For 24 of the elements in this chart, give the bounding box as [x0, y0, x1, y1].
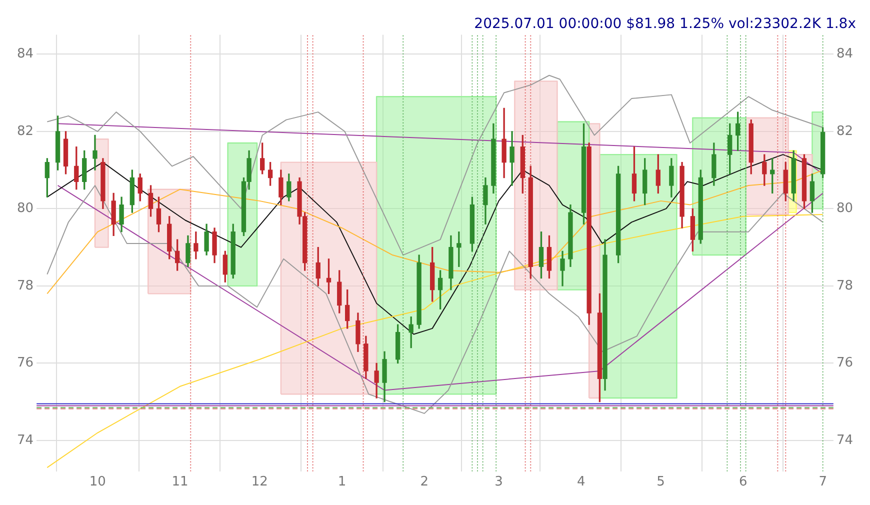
y2-tick-label: 76: [836, 356, 854, 371]
x-tick-label: 10: [89, 474, 106, 490]
y2-tick-label: 82: [836, 124, 854, 139]
y-tick-label: 74: [16, 432, 34, 448]
x-tick-label: 4: [576, 474, 586, 490]
x-tick-label: 6: [739, 474, 748, 490]
x-tick-label: 5: [656, 474, 665, 490]
y-tick-label: 82: [16, 124, 34, 139]
x-tick-label: 2: [420, 474, 429, 490]
y-tick-label: 76: [16, 356, 34, 371]
x-tick-label: 1: [338, 474, 346, 490]
chart-title: 2025.07.01 00:00:00 $81.98 1.25% vol:23302.2K 1.8x: [474, 16, 856, 32]
y2-tick-label: 84: [836, 46, 854, 62]
y2-tick-label: 74: [836, 432, 854, 448]
x-tick-label: 7: [818, 474, 827, 490]
y-tick-label: 80: [16, 201, 34, 216]
x-tick-label: 11: [172, 474, 188, 490]
y2-tick-label: 78: [836, 278, 854, 294]
candlestick: [92, 134, 98, 170]
x-tick-label: 12: [251, 474, 268, 490]
x-tick-label: 3: [494, 474, 503, 490]
y-tick-label: 84: [16, 46, 34, 62]
y2-tick-label: 80: [836, 201, 854, 216]
y-tick-label: 78: [16, 278, 34, 294]
